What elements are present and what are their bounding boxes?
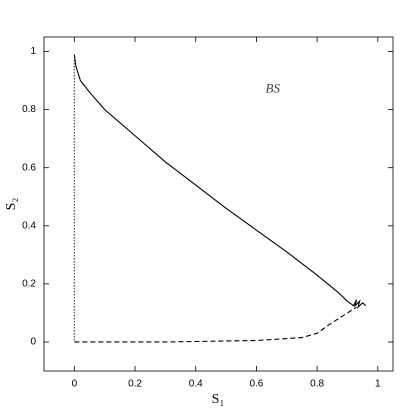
y-tick-label: 1 <box>30 46 36 57</box>
x-tick-label: 0.2 <box>128 379 142 390</box>
y-tick-label: 0.8 <box>22 104 36 115</box>
y-axis-label: S₂ <box>4 198 19 211</box>
x-tick-label: 0.8 <box>310 379 324 390</box>
x-tick-label: 0 <box>72 379 78 390</box>
x-tick-label: 0.6 <box>249 379 263 390</box>
x-tick-label: 0.4 <box>189 379 203 390</box>
x-tick-label: 1 <box>375 379 381 390</box>
curve <box>74 306 357 343</box>
x-axis-label: S₁ <box>212 392 225 407</box>
curve <box>73 54 367 309</box>
y-tick-label: 0.2 <box>22 279 36 290</box>
y-tick-label: 0.4 <box>22 220 36 231</box>
y-tick-label: 0 <box>30 337 36 348</box>
annotation: BS <box>266 80 281 95</box>
plot-frame <box>43 36 394 372</box>
y-tick-label: 0.6 <box>22 162 36 173</box>
